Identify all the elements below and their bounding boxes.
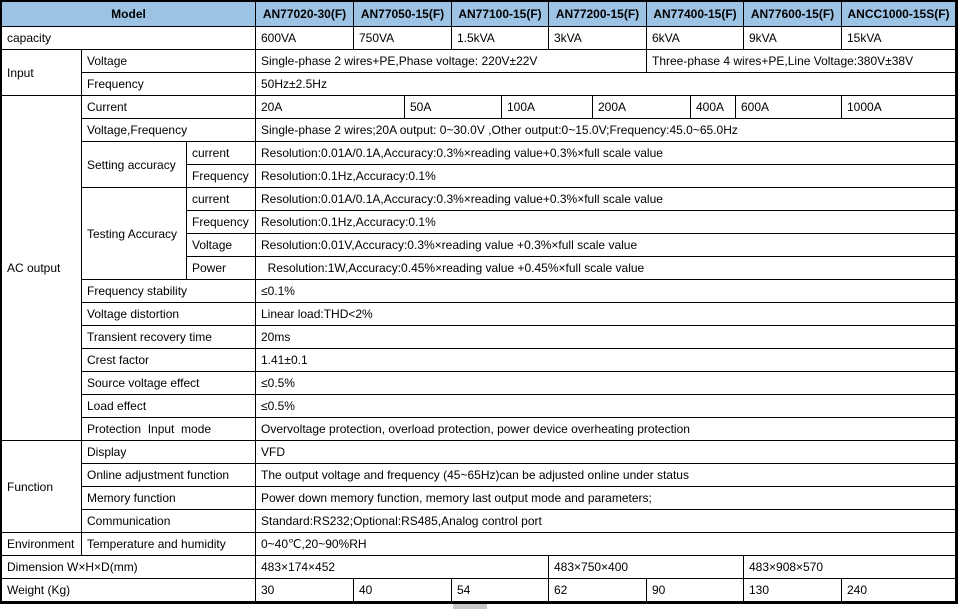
row-label: Display (82, 441, 256, 464)
header-cell-model-7: ANCC1000-15S(F) (842, 2, 956, 27)
row-label: Communication (82, 510, 256, 533)
weight-value: 240 (842, 579, 956, 602)
testing-accuracy-sub-label: Power (187, 257, 256, 280)
current-value: 600A (736, 96, 842, 119)
row-value: 20ms (256, 326, 956, 349)
row-value: Standard:RS232;Optional:RS485,Analog con… (256, 510, 956, 533)
testing-accuracy-value: Resolution:0.01A/0.1A,Accuracy:0.3%×read… (256, 188, 956, 211)
dimension-value: 483×908×570 (744, 556, 956, 579)
testing-accuracy-value: Resolution:0.01V,Accuracy:0.3%×reading v… (256, 234, 956, 257)
row-value: ≤0.1% (256, 280, 956, 303)
weight-value: 54 (452, 579, 549, 602)
setting-accuracy-value: Resolution:0.01A/0.1A,Accuracy:0.3%×read… (256, 142, 956, 165)
input-section-label: Input (2, 50, 82, 96)
dimension-row-label: Dimension W×H×D(mm) (2, 556, 256, 579)
setting-accuracy-value: Resolution:0.1Hz,Accuracy:0.1% (256, 165, 956, 188)
header-cell-model-1: AN77020-30(F) (256, 2, 354, 27)
row-label: Crest factor (82, 349, 256, 372)
current-value: 20A (256, 96, 405, 119)
capacity-value: 750VA (354, 27, 452, 50)
dimension-value: 483×750×400 (549, 556, 744, 579)
header-cell-model: Model (2, 2, 256, 27)
weight-value: 90 (647, 579, 744, 602)
testing-accuracy-value: Resolution:0.1Hz,Accuracy:0.1% (256, 211, 956, 234)
row-value: VFD (256, 441, 956, 464)
setting-accuracy-sub-label: current (187, 142, 256, 165)
row-label: Load effect (82, 395, 256, 418)
voltage-frequency-label: Voltage,Frequency (82, 119, 256, 142)
input-frequency-label: Frequency (82, 73, 256, 96)
testing-accuracy-sub-label: Frequency (187, 211, 256, 234)
watermark-fragment (453, 604, 487, 609)
row-label: Source voltage effect (82, 372, 256, 395)
capacity-value: 1.5kVA (452, 27, 549, 50)
header-cell-model-2: AN77050-15(F) (354, 2, 452, 27)
weight-value: 40 (354, 579, 452, 602)
weight-value: 30 (256, 579, 354, 602)
row-value: ≤0.5% (256, 372, 956, 395)
capacity-value: 15kVA (842, 27, 956, 50)
function-section-label: Function (2, 441, 82, 533)
input-frequency-value: 50Hz±2.5Hz (256, 73, 956, 96)
header-cell-model-4: AN77200-15(F) (549, 2, 647, 27)
row-label: Transient recovery time (82, 326, 256, 349)
row-value: Linear load:THD<2% (256, 303, 956, 326)
weight-row-label: Weight (Kg) (2, 579, 256, 602)
testing-accuracy-value: Resolution:1W,Accuracy:0.45%×reading val… (256, 257, 956, 280)
dimension-value: 483×174×452 (256, 556, 549, 579)
testing-accuracy-sub-label: current (187, 188, 256, 211)
setting-accuracy-sub-label: Frequency (187, 165, 256, 188)
current-value: 50A (405, 96, 502, 119)
capacity-value: 600VA (256, 27, 354, 50)
capacity-value: 6kVA (647, 27, 744, 50)
testing-accuracy-sub-label: Voltage (187, 234, 256, 257)
environment-section-label: Environment (2, 533, 82, 556)
voltage-frequency-value: Single-phase 2 wires;20A output: 0~30.0V… (256, 119, 956, 142)
capacity-value: 3kVA (549, 27, 647, 50)
input-voltage-label: Voltage (82, 50, 256, 73)
row-value: Power down memory function, memory last … (256, 487, 956, 510)
row-value: ≤0.5% (256, 395, 956, 418)
current-value: 1000A (842, 96, 956, 119)
header-cell-model-6: AN77600-15(F) (744, 2, 842, 27)
weight-value: 130 (744, 579, 842, 602)
testing-accuracy-label: Testing Accuracy (82, 188, 187, 280)
row-label: Online adjustment function (82, 464, 256, 487)
row-value: 1.41±0.1 (256, 349, 956, 372)
current-value: 200A (593, 96, 691, 119)
weight-value: 62 (549, 579, 647, 602)
current-value: 100A (502, 96, 593, 119)
capacity-row-label: capacity (2, 27, 256, 50)
capacity-value: 9kVA (744, 27, 842, 50)
row-label: Voltage distortion (82, 303, 256, 326)
row-label: Protection Input mode (82, 418, 256, 441)
ac-output-section-label: AC output (2, 96, 82, 441)
row-value: Overvoltage protection, overload protect… (256, 418, 956, 441)
header-cell-model-5: AN77400-15(F) (647, 2, 744, 27)
input-voltage-single-phase: Single-phase 2 wires+PE,Phase voltage: 2… (256, 50, 647, 73)
row-label: Temperature and humidity (82, 533, 256, 556)
row-value: The output voltage and frequency (45~65H… (256, 464, 956, 487)
row-label: Memory function (82, 487, 256, 510)
input-voltage-three-phase: Three-phase 4 wires+PE,Line Voltage:380V… (647, 50, 956, 73)
current-row-label: Current (82, 96, 256, 119)
row-label: Frequency stability (82, 280, 256, 303)
setting-accuracy-label: Setting accuracy (82, 142, 187, 188)
current-value: 400A (691, 96, 736, 119)
header-cell-model-3: AN77100-15(F) (452, 2, 549, 27)
row-value: 0~40℃,20~90%RH (256, 533, 956, 556)
